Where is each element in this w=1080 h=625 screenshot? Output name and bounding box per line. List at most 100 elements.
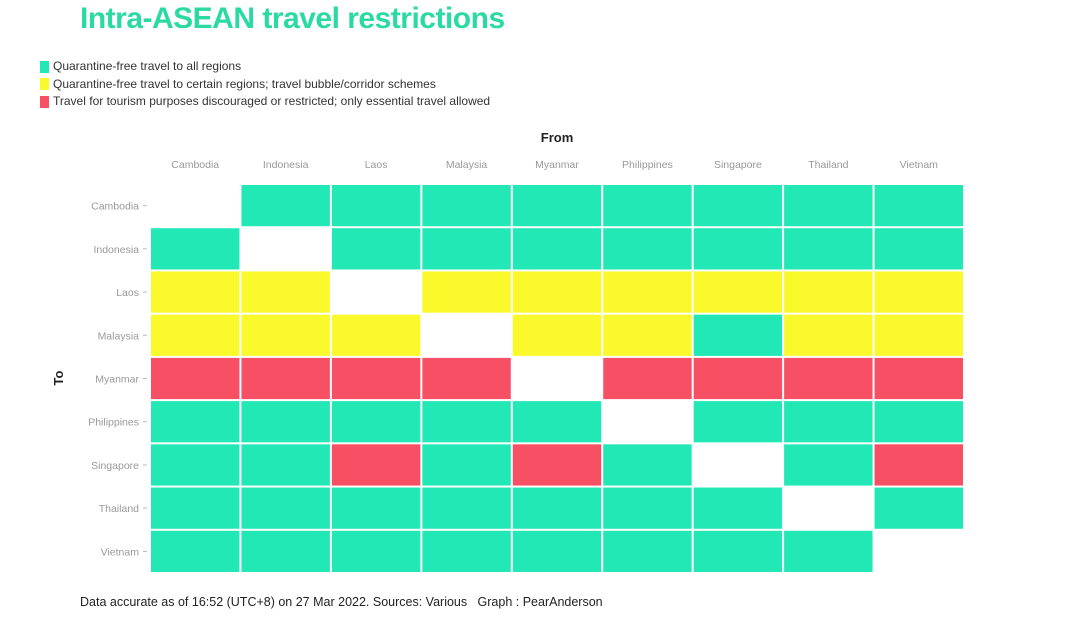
y-tick-label: Cambodia <box>91 201 139 213</box>
heatmap-cell <box>331 444 421 486</box>
y-tick-label: Singapore <box>91 460 139 472</box>
heatmap-cell <box>512 185 602 227</box>
heatmap-cell <box>603 271 692 313</box>
heatmap-cell <box>693 487 783 529</box>
heatmap-cell <box>512 271 602 313</box>
x-tick-label: Cambodia <box>171 159 219 171</box>
heatmap-cell <box>512 314 602 356</box>
x-tick-label: Vietnam <box>900 159 939 171</box>
heatmap-cell <box>784 357 873 400</box>
heatmap-cell <box>603 357 692 400</box>
y-tick-label: Myanmar <box>95 374 139 386</box>
y-tick-label: Philippines <box>88 417 139 429</box>
heatmap-cell <box>603 530 692 572</box>
heatmap-cell <box>331 185 421 227</box>
heatmap-cell <box>693 228 783 270</box>
heatmap-cell <box>241 487 330 529</box>
heatmap-cell <box>331 530 421 572</box>
heatmap-cell <box>784 444 873 486</box>
heatmap-cell <box>151 444 240 486</box>
heatmap-cell <box>241 314 330 356</box>
heatmap-cell <box>874 357 963 400</box>
heatmap-cell <box>603 314 692 356</box>
x-tick-label: Thailand <box>808 159 848 171</box>
heatmap-cell <box>512 228 602 270</box>
x-tick-label: Laos <box>365 159 388 171</box>
heatmap-cell <box>693 271 783 313</box>
heatmap-cell <box>241 401 330 443</box>
heatmap-cell <box>422 357 511 400</box>
heatmap-cell <box>422 271 511 313</box>
y-tick-label: Vietnam <box>101 546 140 558</box>
heatmap-cell <box>603 185 692 227</box>
legend-label: Travel for tourism purposes discouraged … <box>53 94 491 108</box>
heatmap-cell <box>331 487 421 529</box>
legend-label: Quarantine-free travel to all regions <box>53 59 242 73</box>
legend: Quarantine-free travel to all regions Qu… <box>40 58 490 111</box>
heatmap-cell <box>874 271 963 313</box>
heatmap-cell <box>512 487 602 529</box>
heatmap-cell <box>422 487 511 529</box>
heatmap-cell <box>874 185 963 227</box>
heatmap-cell <box>331 228 421 270</box>
heatmap-cell <box>241 271 330 313</box>
heatmap-cell <box>422 530 511 572</box>
heatmap-cell <box>151 271 240 313</box>
heatmap-cell <box>151 357 240 400</box>
x-tick-label: Malaysia <box>446 159 488 171</box>
y-tick-label: Thailand <box>99 503 139 515</box>
heatmap-cell <box>241 357 330 400</box>
heatmap-cell <box>784 185 873 227</box>
x-tick-label: Indonesia <box>263 159 309 171</box>
heatmap-cell <box>331 357 421 400</box>
heatmap-cell <box>603 228 692 270</box>
heatmap-cell <box>151 228 240 270</box>
heatmap-cell <box>603 444 692 486</box>
heatmap-cell <box>874 314 963 356</box>
y-axis-title: To <box>51 370 66 385</box>
legend-swatch <box>40 78 49 91</box>
y-tick-label: Malaysia <box>98 330 140 342</box>
heatmap-cell <box>512 401 602 443</box>
legend-swatch <box>40 60 49 73</box>
heatmap-cell <box>331 401 421 443</box>
legend-item-yellow: Quarantine-free travel to certain region… <box>40 76 490 94</box>
x-axis-title: From <box>541 130 574 145</box>
heatmap-cell <box>693 357 783 400</box>
heatmap-cell <box>874 487 963 529</box>
footer-note: Data accurate as of 16:52 (UTC+8) on 27 … <box>80 595 603 609</box>
legend-item-green: Quarantine-free travel to all regions <box>40 58 490 76</box>
heatmap-cell <box>422 444 511 486</box>
heatmap-cell <box>693 185 783 227</box>
x-tick-label: Singapore <box>714 159 762 171</box>
x-tick-label: Myanmar <box>535 159 579 171</box>
heatmap-cell <box>874 228 963 270</box>
heatmap-cell <box>693 401 783 443</box>
heatmap-cell <box>241 185 330 227</box>
heatmap-cell <box>512 530 602 572</box>
heatmap-cell <box>151 401 240 443</box>
heatmap-cell <box>693 530 783 572</box>
heatmap-cell <box>151 530 240 572</box>
x-tick-label: Philippines <box>622 159 673 171</box>
heatmap-cell <box>874 444 963 486</box>
heatmap-cell <box>422 228 511 270</box>
chart-title: Intra-ASEAN travel restrictions <box>80 2 505 35</box>
heatmap-cell <box>151 314 240 356</box>
heatmap-cell <box>693 314 783 356</box>
heatmap-cell <box>151 487 240 529</box>
heatmap-cell <box>331 314 421 356</box>
y-tick-label: Indonesia <box>93 244 139 256</box>
heatmap-cell <box>603 487 692 529</box>
heatmap-cell <box>241 444 330 486</box>
legend-label: Quarantine-free travel to certain region… <box>53 76 436 91</box>
heatmap-cell <box>512 444 602 486</box>
heatmap-cell <box>874 401 963 443</box>
heatmap-cell <box>784 401 873 443</box>
heatmap-cell <box>241 530 330 572</box>
heatmap-cell <box>784 271 873 313</box>
heatmap-cell <box>784 530 873 572</box>
y-tick-label: Laos <box>116 287 139 299</box>
heatmap-cell <box>422 401 511 443</box>
